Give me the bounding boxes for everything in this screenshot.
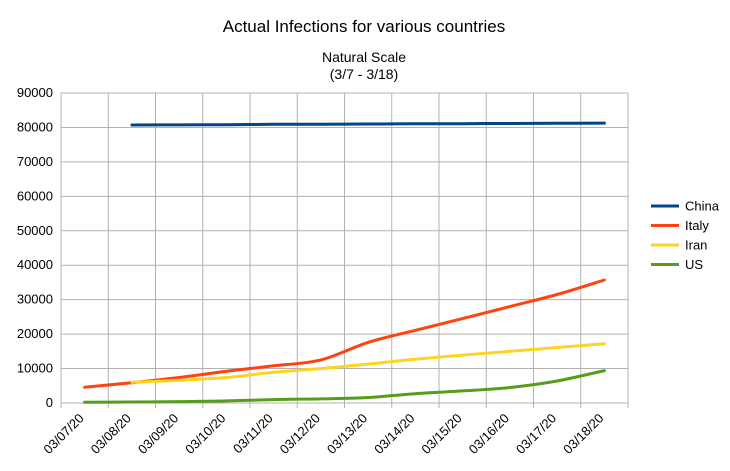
x-tick-label: 03/12/20 (277, 411, 323, 457)
y-tick-label: 90000 (17, 85, 53, 100)
x-tick-label: 03/13/20 (324, 411, 370, 457)
legend-label-iran: Iran (685, 238, 707, 253)
series-line-iran (130, 342, 606, 384)
plot-area: 0 10000 20000 30000 40000 50000 60000 70000 8000… (17, 85, 629, 457)
y-tick-label: 20000 (17, 326, 53, 341)
x-tick-label: 03/17/20 (513, 411, 559, 457)
x-tick-label: 03/16/20 (466, 411, 512, 457)
x-tick-label: 03/18/20 (560, 411, 606, 457)
chart-subtitle-line1: Natural Scale (322, 49, 406, 65)
legend-label-us: US (685, 257, 703, 272)
x-tick-label: 03/15/20 (418, 411, 464, 457)
y-tick-label: 40000 (17, 257, 53, 272)
legend-label-china: China (685, 199, 720, 214)
series-line-china (130, 121, 606, 127)
series-line-us (83, 369, 606, 404)
y-tick-label: 50000 (17, 223, 53, 238)
y-tick-label: 60000 (17, 188, 53, 203)
legend: China Italy Iran US (651, 199, 720, 272)
x-tick-label: 03/09/20 (135, 411, 181, 457)
x-tick-label: 03/07/20 (40, 411, 86, 457)
chart-subtitle-line2: (3/7 - 3/18) (330, 66, 398, 82)
y-tick-label: 0 (46, 395, 53, 410)
y-tick-label: 30000 (17, 292, 53, 307)
x-tick-label: 03/10/20 (182, 411, 228, 457)
legend-label-italy: Italy (685, 218, 709, 233)
y-tick-label: 70000 (17, 154, 53, 169)
chart-title: Actual Infections for various countries (223, 17, 506, 36)
x-tick-label: 03/14/20 (371, 411, 417, 457)
x-tick-label: 03/11/20 (230, 411, 276, 457)
series-line-italy (83, 278, 606, 389)
y-tick-label: 10000 (17, 361, 53, 376)
x-tick-label: 03/08/20 (88, 411, 134, 457)
y-tick-label: 80000 (17, 119, 53, 134)
